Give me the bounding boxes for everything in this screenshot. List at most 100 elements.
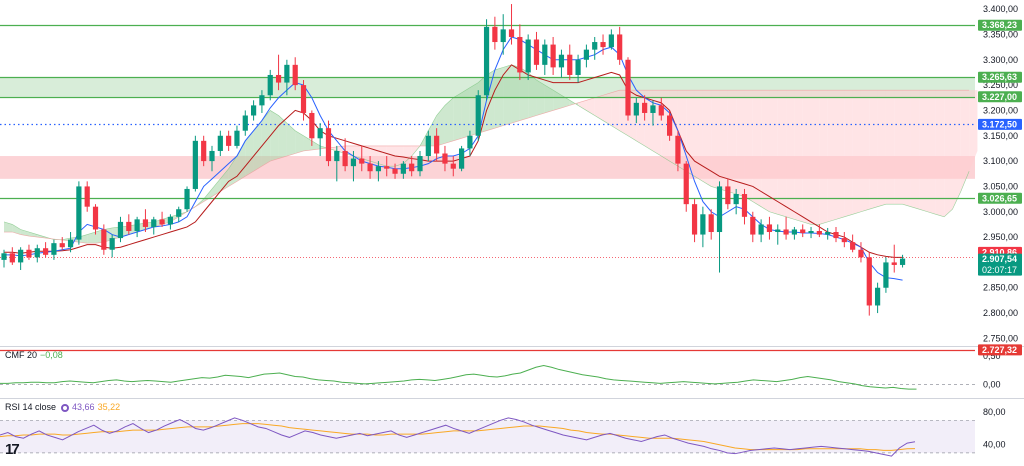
ichimoku-cloud-segment [386, 145, 396, 167]
ichimoku-cloud-segment [519, 67, 529, 121]
rsi-indicator-label[interactable]: RSI 14 close 43,66 35,22 [5, 402, 120, 412]
candle-body [259, 95, 265, 106]
ichimoku-cloud-segment [28, 232, 38, 238]
ichimoku-cloud-segment [578, 100, 587, 111]
candle-body [841, 238, 847, 243]
candle-body [675, 135, 681, 164]
candle-body [359, 158, 365, 164]
ichimoku-cloud-segment [453, 92, 462, 141]
candle-body [583, 49, 589, 60]
candle-body [658, 105, 664, 116]
current-price-label: 2.907,54 [982, 254, 1017, 264]
candle-body [492, 26, 498, 43]
ichimoku-cloud-segment [744, 90, 753, 202]
candle-body [109, 238, 115, 250]
last-price-label: 2.910,86 [982, 247, 1017, 257]
candle-body [167, 216, 173, 225]
price-axis-tick: 3.100,00 [983, 156, 1018, 166]
candle-body [275, 74, 282, 83]
cmf-indicator-label[interactable]: CMF 20 −0,08 [5, 350, 63, 360]
ichimoku-cloud-segment [761, 90, 770, 212]
ichimoku-cloud-segment [286, 123, 296, 157]
ichimoku-cloud-segment [844, 90, 853, 217]
candle-body [592, 42, 598, 50]
ichimoku-cloud-segment [919, 90, 928, 212]
ichimoku-cloud-segment [87, 232, 96, 244]
cmf-axis-tick: 0,50 [983, 351, 1001, 361]
candle-body [866, 257, 872, 306]
ichimoku-cloud-segment [877, 90, 886, 207]
candle-body [251, 105, 257, 116]
candle-body [434, 135, 440, 154]
ichimoku-cloud-segment [220, 168, 229, 192]
cmf-line [0, 365, 917, 390]
cmf-title: CMF 20 [5, 350, 38, 360]
candle-body [625, 59, 631, 116]
level-price-label: 3.368,23 [982, 20, 1017, 30]
candle-body [467, 135, 473, 149]
candle-body [875, 287, 881, 306]
rsi-settings-icon[interactable] [61, 404, 70, 412]
price-axis-tick: 3.350,00 [983, 29, 1018, 39]
candle-body [459, 148, 465, 169]
price-axis-tick: 3.000,00 [983, 207, 1018, 217]
rsi-ma-value: 35,22 [97, 402, 121, 412]
level-price-label: 2.727,32 [982, 345, 1017, 355]
ichimoku-cloud-segment [611, 90, 620, 131]
ichimoku-cloud-segment [270, 110, 279, 162]
ichimoku-cloud-segment [311, 140, 321, 150]
candle-body [84, 186, 90, 207]
ichimoku-cloud-segment [736, 90, 745, 197]
candle-body [126, 221, 132, 232]
ichimoku-cloud-segment [811, 90, 820, 225]
level-price-label-bg [978, 118, 1022, 130]
price-axis-tick: 2.800,00 [983, 308, 1018, 318]
candle-body [117, 221, 124, 239]
candle-body [442, 153, 448, 164]
candle-body [800, 229, 806, 234]
ichimoku-cloud-segment [769, 90, 778, 215]
ichimoku-cloud-segment [927, 90, 936, 215]
price-axis-tick: 3.300,00 [983, 55, 1018, 65]
candle-body [700, 214, 706, 235]
ichimoku-cloud-segment [395, 145, 404, 167]
candle-body [201, 140, 207, 162]
candle-body [1, 253, 7, 260]
ichimoku-cloud-segment [236, 140, 246, 182]
candle-body [525, 39, 531, 73]
ichimoku-cloud-segment [361, 145, 371, 162]
ichimoku-span-b [4, 89, 970, 244]
candle-body [26, 249, 32, 258]
ichimoku-cloud-segment [511, 64, 520, 124]
candle-body [325, 128, 332, 162]
candle-body [226, 135, 232, 146]
candle-body [766, 224, 773, 233]
level-price-label: 3.026,65 [982, 193, 1017, 203]
ichimoku-cloud-segment [836, 90, 845, 220]
candle-body [642, 102, 648, 113]
ichimoku-cloud-segment [752, 90, 762, 207]
candle-body [292, 64, 298, 86]
ichimoku-cloud-segment [603, 92, 612, 126]
candle-body [783, 229, 789, 235]
ichimoku-cloud-segment [969, 90, 978, 172]
ichimoku-cloud-segment [819, 90, 828, 225]
candle-body [500, 29, 506, 43]
ichimoku-cloud-segment [378, 145, 387, 167]
ichimoku-cloud-segment [786, 90, 795, 220]
candle-body [633, 102, 639, 116]
candle-body [550, 44, 556, 68]
candle-body [267, 74, 273, 96]
price-axis-tick: 3.200,00 [983, 105, 1018, 115]
candle-body [92, 206, 99, 230]
tradingview-logo-icon[interactable]: 17 [5, 441, 20, 458]
ichimoku-cloud-segment [702, 90, 712, 187]
candle-body [159, 219, 165, 225]
rsi-axis-tick: 80,00 [983, 407, 1006, 417]
candle-body [234, 130, 240, 146]
ichimoku-cloud-segment [935, 90, 945, 217]
price-countdown-label: 02:07:17 [982, 265, 1017, 275]
ichimoku-cloud-segment [827, 90, 836, 222]
